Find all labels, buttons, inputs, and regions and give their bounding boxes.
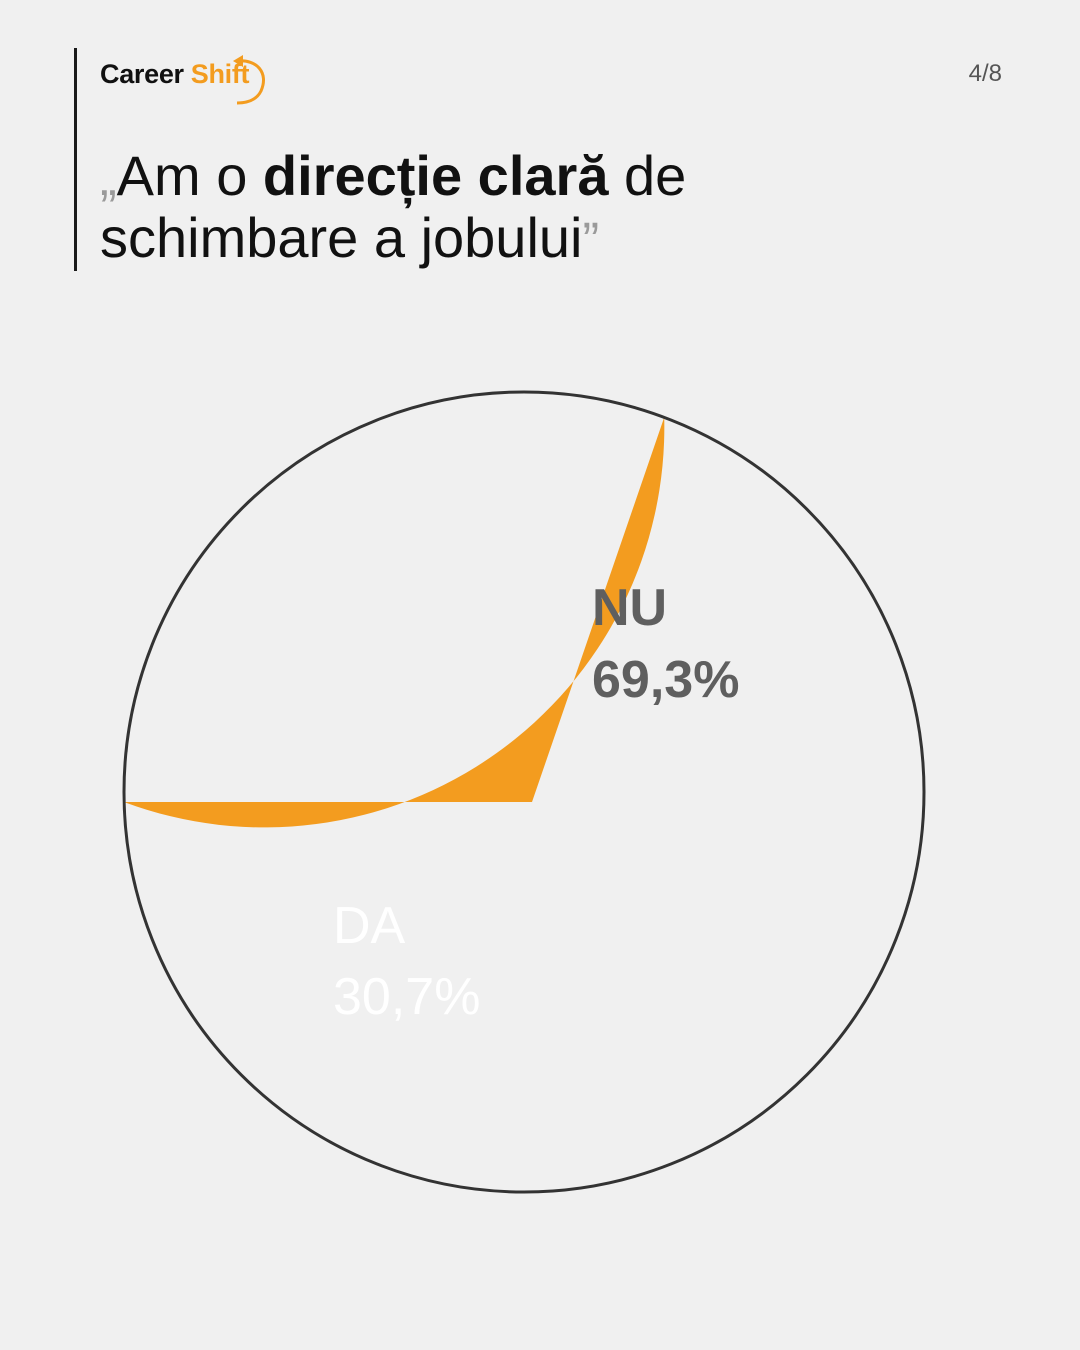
slice-value-nu: 69,3% xyxy=(592,651,739,709)
title-line-2: schimbare a jobului” xyxy=(100,208,686,270)
page-indicator: 4/8 xyxy=(968,60,1002,87)
title-line-2-text: schimbare a jobului xyxy=(100,206,583,269)
page-title: „Am o direcție clară de schimbare a jobu… xyxy=(100,146,686,270)
title-part-2: de xyxy=(608,144,687,207)
close-quote: ” xyxy=(582,212,600,268)
pie-outline xyxy=(122,390,926,1194)
accent-rule xyxy=(74,48,77,271)
title-part-1: Am o xyxy=(116,144,263,207)
slice-value-da: 30,7% xyxy=(333,968,480,1026)
logo-shift: Shift xyxy=(191,54,265,104)
arrow-curve-icon xyxy=(232,54,265,104)
title-line-1: „Am o direcție clară de xyxy=(100,146,686,208)
slice-label-da: DA xyxy=(333,897,406,955)
pie-slice-da xyxy=(124,417,665,828)
slice-label-nu: NU xyxy=(592,579,667,637)
logo-career: Career xyxy=(100,58,184,89)
career-shift-logo: Career Shift xyxy=(100,48,265,104)
title-bold: direcție clară xyxy=(262,144,609,207)
open-quote: „ xyxy=(100,150,117,206)
